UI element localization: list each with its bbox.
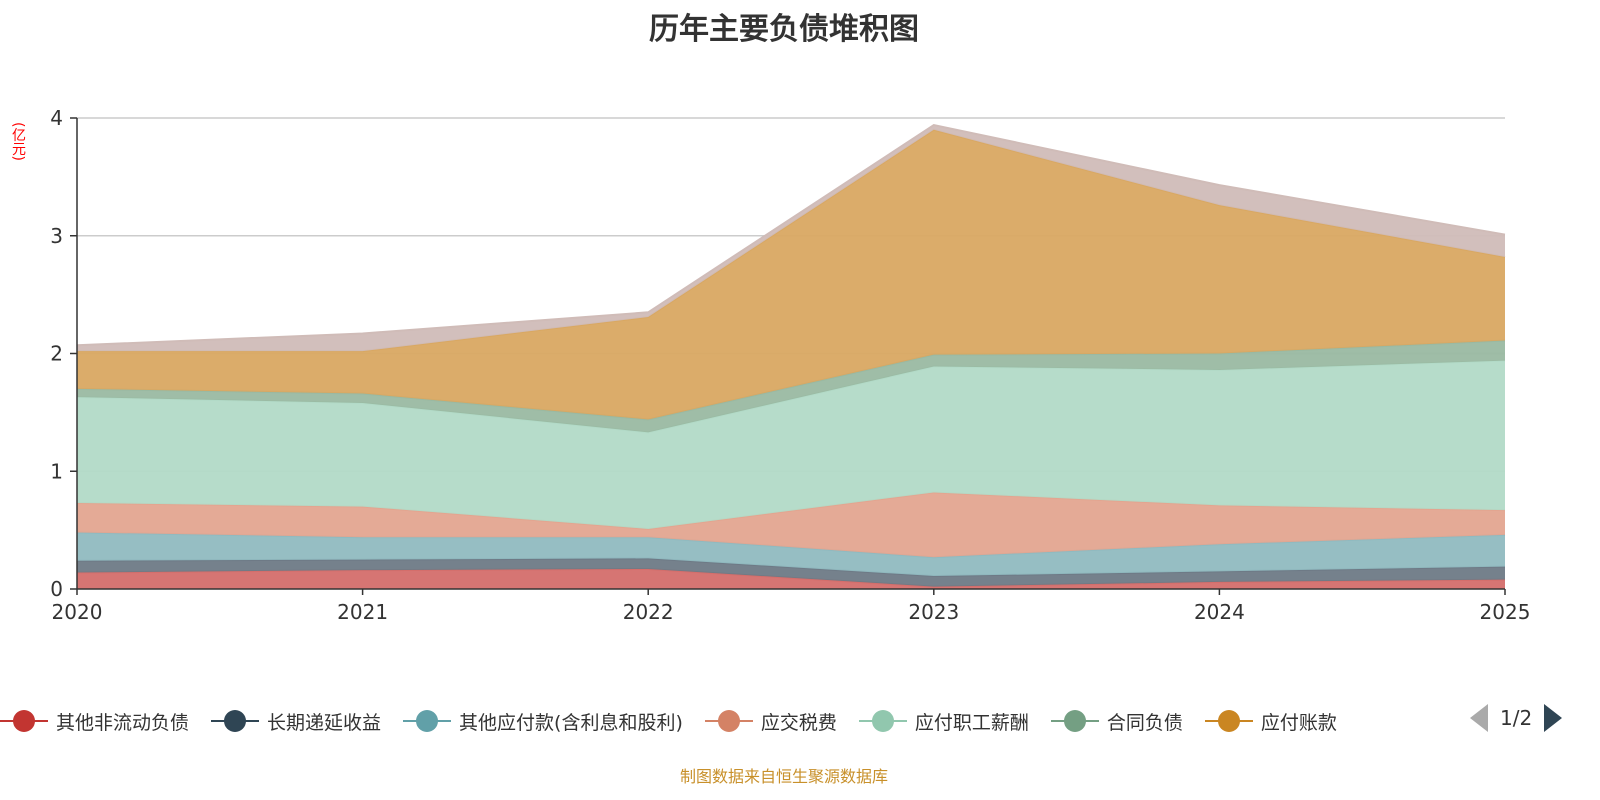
legend-pager: 1/2 <box>1470 704 1563 732</box>
legend-marker-icon <box>0 709 48 733</box>
x-tick-label: 2020 <box>52 600 103 624</box>
y-tick-label: 0 <box>50 577 63 601</box>
legend-label: 应付账款 <box>1260 711 1337 734</box>
x-tick-label: 2021 <box>337 600 388 624</box>
legend-item[interactable]: 长期递延收益 <box>211 708 381 735</box>
legend-item[interactable]: 应付职工薪酬 <box>858 708 1029 735</box>
x-tick-label: 2024 <box>1194 600 1245 624</box>
y-tick-label: 1 <box>50 459 63 483</box>
area-series-6 <box>77 129 1505 420</box>
legend: 其他非流动负债 长期递延收益 其他应付款(含利息和股利) 应交税费 应付职工薪酬 合同负债… <box>0 706 1359 736</box>
legend-prev-icon[interactable] <box>1470 704 1488 732</box>
legend-item[interactable]: 合同负债 <box>1050 708 1183 735</box>
legend-label: 其他应付款(含利息和股利) <box>459 711 683 734</box>
x-tick-label: 2025 <box>1480 600 1531 624</box>
legend-item[interactable]: 应交税费 <box>704 708 837 735</box>
legend-label: 其他非流动负债 <box>56 711 190 734</box>
data-source-footer: 制图数据来自恒生聚源数据库 <box>679 767 888 786</box>
legend-marker-icon <box>403 709 452 733</box>
y-tick-label: 4 <box>50 106 63 130</box>
legend-label: 应交税费 <box>760 711 837 734</box>
legend-next-icon[interactable] <box>1544 704 1563 732</box>
area-series-7 <box>77 125 1505 352</box>
legend-item[interactable]: 其他应付款(含利息和股利) <box>403 708 683 735</box>
legend-marker-icon <box>1204 709 1253 733</box>
legend-marker-icon <box>704 709 753 733</box>
x-tick-label: 2023 <box>908 600 959 624</box>
y-tick-label: 3 <box>50 224 63 248</box>
area-series-4 <box>77 360 1505 529</box>
legend-item[interactable]: 其他非流动负债 <box>0 708 189 735</box>
y-axis-unit: (亿元) <box>10 122 26 161</box>
area-series-1 <box>77 558 1505 587</box>
legend-marker-icon <box>211 709 260 733</box>
area-series-5 <box>77 340 1505 433</box>
area-series-3 <box>77 492 1505 558</box>
legend-item[interactable]: 应付账款 <box>1204 708 1337 735</box>
legend-marker-icon <box>858 709 907 733</box>
legend-marker-icon <box>1050 709 1099 733</box>
area-series-2 <box>77 532 1505 577</box>
chart-title: 历年主要负债堆积图 <box>649 12 919 47</box>
area-chart: 0 1 2 3 4 2020 2021 2022 2023 2024 2025 <box>50 106 1531 624</box>
legend-page-indicator: 1/2 <box>1500 706 1533 730</box>
x-tick-label: 2022 <box>623 600 674 624</box>
legend-label: 长期递延收益 <box>267 711 382 734</box>
legend-label: 应付职工薪酬 <box>914 711 1029 734</box>
y-tick-label: 2 <box>50 342 63 366</box>
legend-label: 合同负债 <box>1106 711 1183 734</box>
series-line-7 <box>76 124 1506 347</box>
